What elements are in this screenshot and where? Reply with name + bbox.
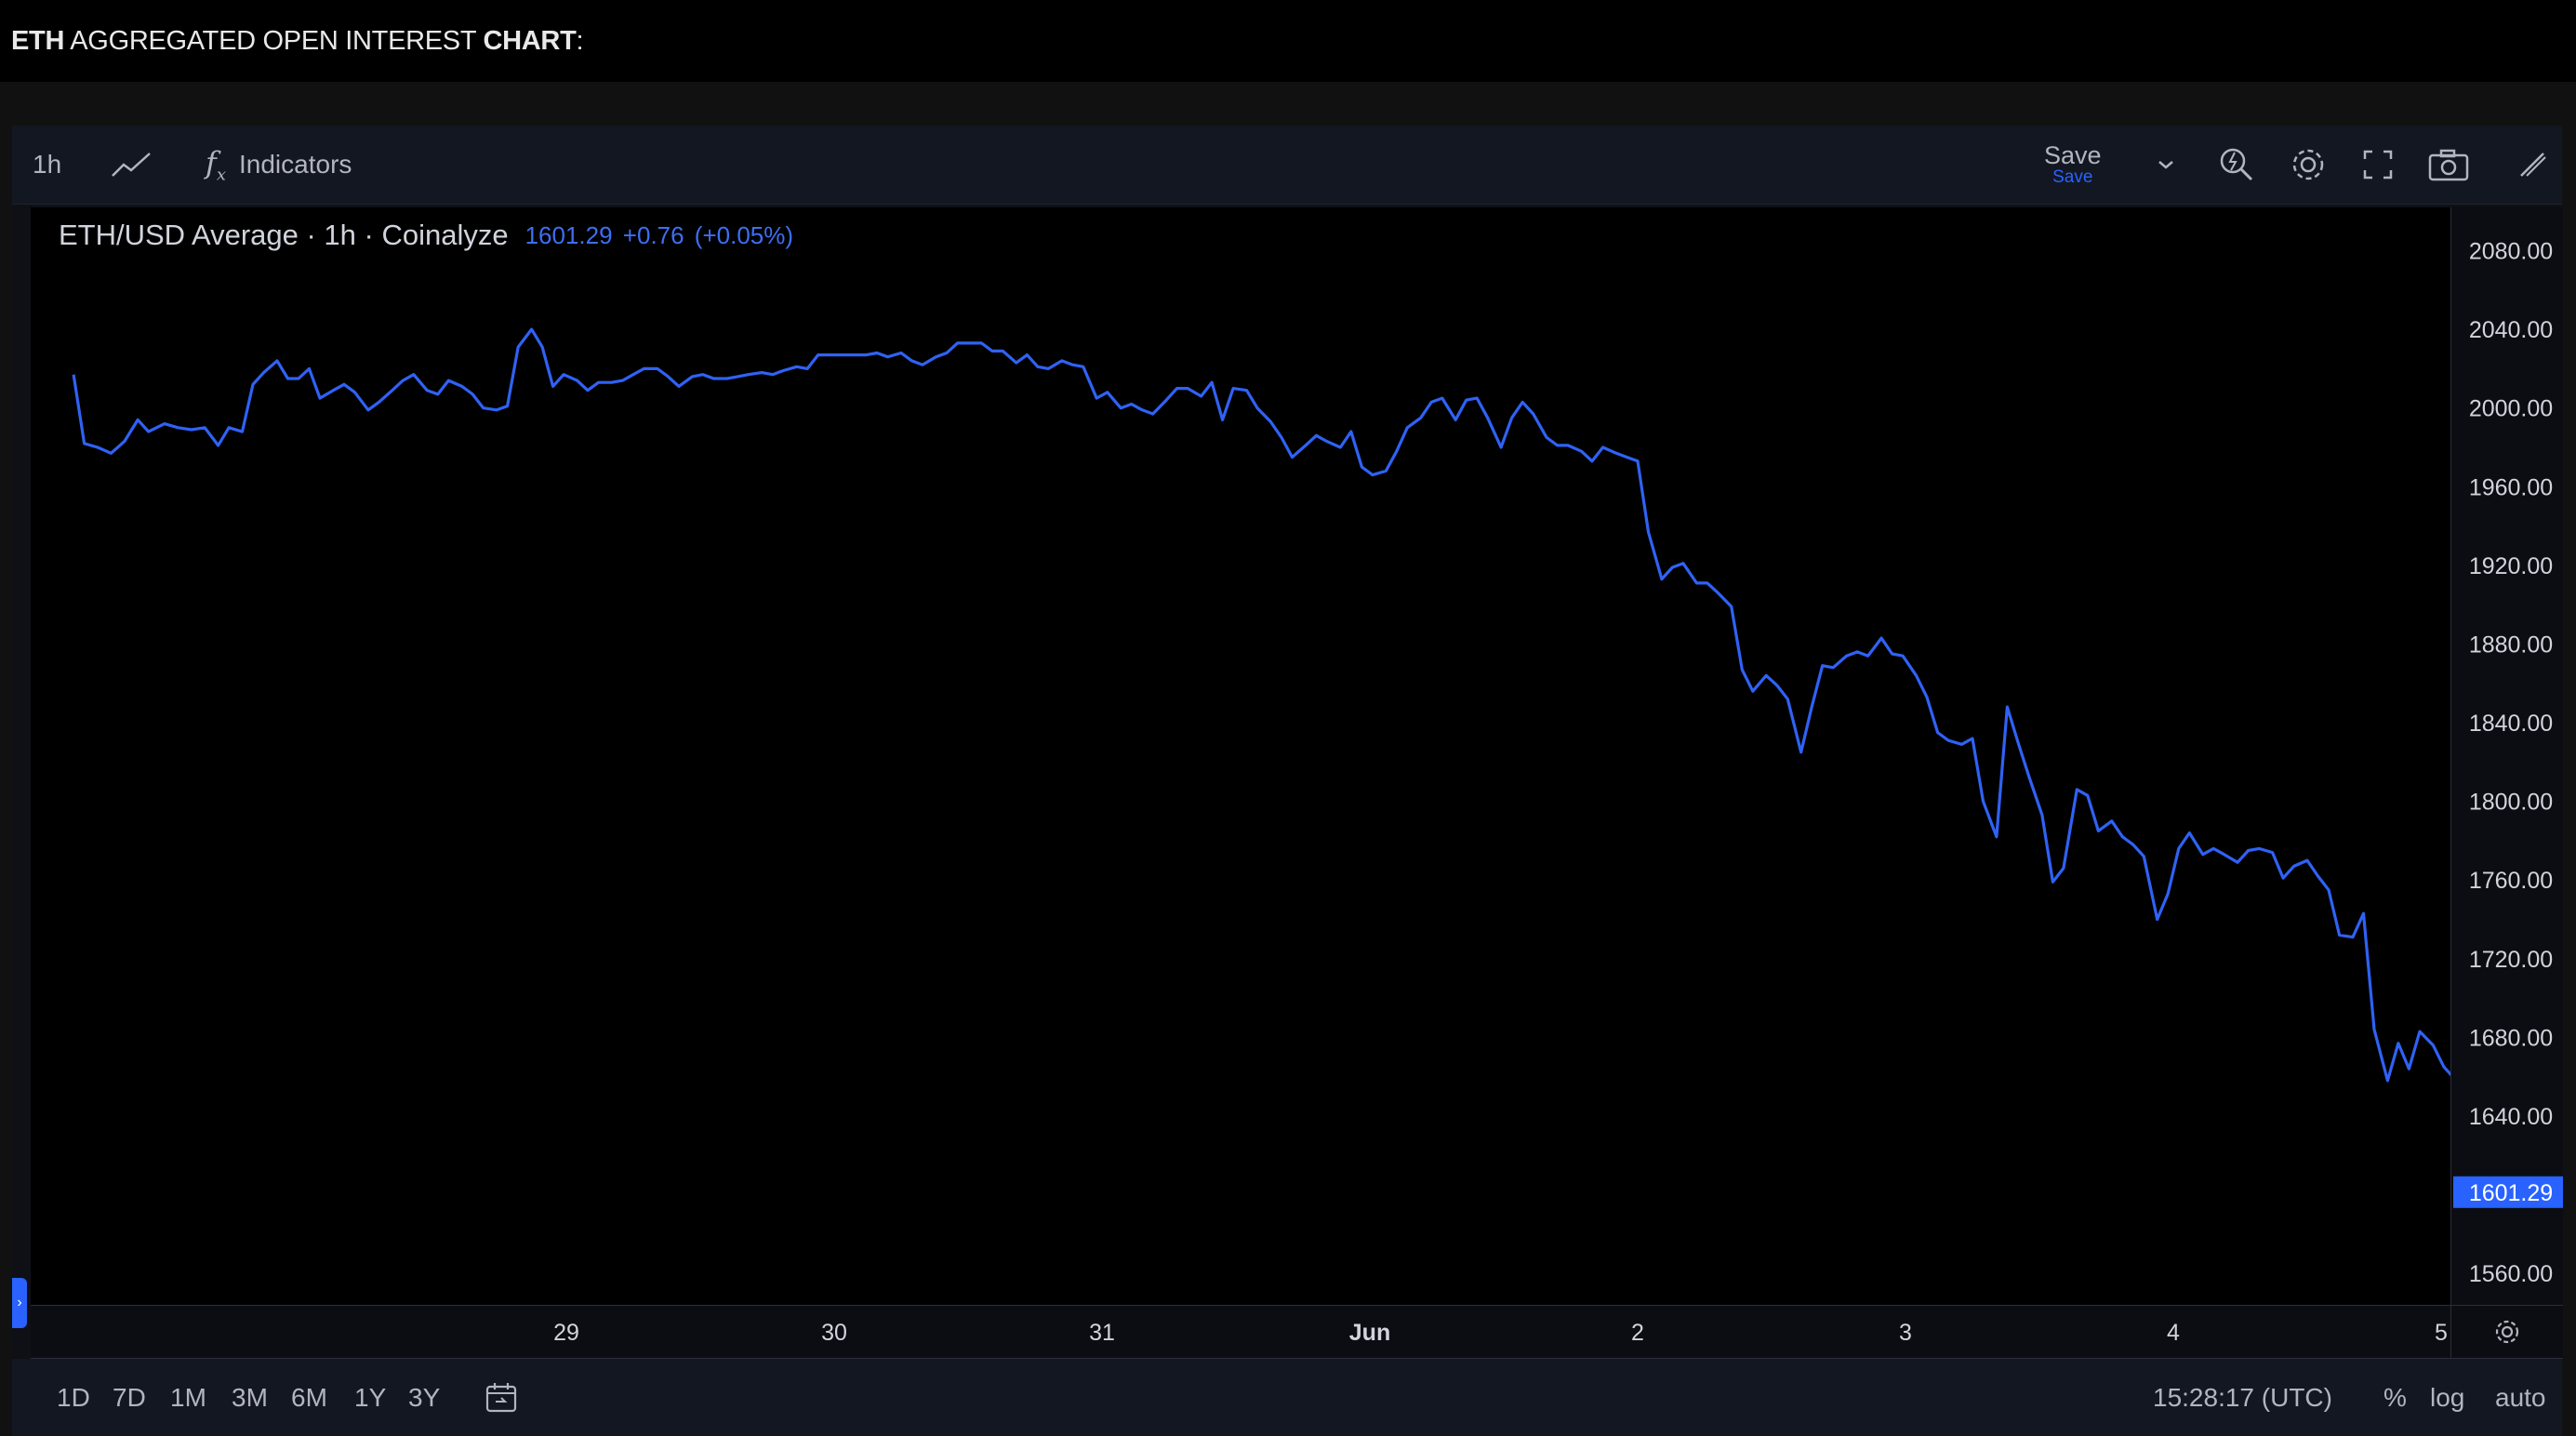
top-toolbar: 1h fx Indicators Save Save [12, 126, 2562, 205]
quick-search-icon [2220, 148, 2253, 181]
calendar-icon [485, 1382, 517, 1412]
x-tick-label: 29 [553, 1320, 579, 1346]
time-axis[interactable]: 293031Jun23456 [31, 1305, 2454, 1359]
interval-label: 1h [33, 150, 62, 179]
axis-settings-button[interactable] [2450, 1305, 2563, 1359]
x-tick-label: Jun [1349, 1320, 1390, 1346]
x-tick-label: 4 [2167, 1320, 2180, 1346]
range-label: 7D [113, 1382, 146, 1412]
auto-toggle[interactable]: auto [2495, 1359, 2546, 1436]
range-1m[interactable]: 1M [170, 1359, 206, 1436]
chart-legend: ETH/USD Average · 1h · Coinalyze 1601.29… [59, 217, 793, 254]
pencil-icon [2520, 153, 2546, 177]
x-tick-label: 30 [821, 1320, 847, 1346]
title-chart: CHART [483, 25, 577, 56]
clock-label: 15:28:17 (UTC) [2153, 1382, 2332, 1412]
y-tick-label: 1880.00 [2469, 632, 2553, 658]
side-panel-toggle[interactable]: › [12, 1278, 27, 1328]
screenshot-button[interactable] [2426, 126, 2471, 204]
legend-change: +0.76 (+0.05%) [622, 220, 794, 249]
chart-type-button[interactable] [109, 126, 155, 204]
fx-icon: fx [206, 144, 226, 185]
save-label: Save [2044, 141, 2102, 169]
save-sublabel: Save [2052, 167, 2093, 187]
auto-label: auto [2495, 1382, 2546, 1412]
page-header: ETH AGGREGATED OPEN INTEREST CHART: [0, 0, 2576, 82]
y-tick-label: 2000.00 [2469, 396, 2553, 422]
range-1d[interactable]: 1D [57, 1359, 90, 1436]
drawing-tools-button[interactable] [2514, 126, 2551, 204]
range-label: 6M [291, 1382, 327, 1412]
title-suffix: : [576, 25, 584, 56]
range-6m[interactable]: 6M [291, 1359, 327, 1436]
chart-widget: 1h fx Indicators Save Save [12, 126, 2563, 1436]
time-axis-labels: 293031Jun23456 [553, 1320, 2448, 1346]
range-7d[interactable]: 7D [113, 1359, 146, 1436]
gear-icon [2495, 1320, 2519, 1344]
y-tick-label: 1640.00 [2469, 1104, 2553, 1130]
range-label: 1D [57, 1382, 90, 1412]
price-line [72, 327, 2454, 1085]
gear-icon [2292, 149, 2324, 180]
save-button[interactable]: Save Save [2044, 126, 2102, 204]
fullscreen-icon [2363, 150, 2393, 180]
x-tick-label: 5 [2435, 1320, 2448, 1346]
range-3m[interactable]: 3M [232, 1359, 268, 1436]
chevron-right-icon: › [17, 1295, 22, 1310]
range-1y[interactable]: 1Y [354, 1359, 386, 1436]
title-eth: ETH [11, 25, 65, 56]
percent-toggle[interactable]: % [2383, 1359, 2407, 1436]
price-axis[interactable]: 2080.00 2040.00 2000.00 1960.00 1920.00 1880.… [2450, 207, 2563, 1305]
last-price-tag [2453, 1176, 2563, 1208]
last-price-label: 1601.29 [2469, 1180, 2553, 1206]
y-tick-label: 2080.00 [2469, 239, 2553, 265]
line-chart-icon [112, 153, 151, 177]
percent-label: % [2383, 1382, 2407, 1412]
title-middle: AGGREGATED OPEN INTEREST [64, 25, 484, 56]
quick-search-button[interactable] [2216, 126, 2257, 204]
y-tick-label: 1800.00 [2469, 790, 2553, 816]
indicators-label: Indicators [239, 150, 352, 179]
clock-display[interactable]: 15:28:17 (UTC) [2153, 1359, 2332, 1436]
indicators-button[interactable]: fx Indicators [206, 126, 352, 204]
legend-symbol: ETH/USD Average · 1h · Coinalyze [59, 219, 509, 251]
fullscreen-button[interactable] [2359, 126, 2397, 204]
x-tick-label: 3 [1899, 1320, 1912, 1346]
chevron-down-icon [2158, 161, 2173, 169]
legend-values: 1601.29 +0.76 (+0.05%) [525, 221, 793, 250]
range-3y[interactable]: 3Y [408, 1359, 440, 1436]
price-axis-labels: 2080.00 2040.00 2000.00 1960.00 1920.00 1880.… [2453, 239, 2563, 1287]
y-tick-label: 1680.00 [2469, 1025, 2553, 1051]
log-toggle[interactable]: log [2430, 1359, 2464, 1436]
legend-last-value: 1601.29 [524, 220, 613, 249]
settings-button[interactable] [2288, 126, 2329, 204]
save-dropdown[interactable] [2156, 126, 2176, 204]
camera-icon [2428, 149, 2469, 181]
interval-button[interactable]: 1h [33, 126, 61, 204]
go-to-date-button[interactable] [483, 1359, 520, 1436]
range-label: 3Y [408, 1382, 441, 1412]
x-tick-label: 2 [1631, 1320, 1644, 1346]
page-title: ETH AGGREGATED OPEN INTEREST CHART: [11, 25, 584, 57]
range-label: 1M [170, 1382, 206, 1412]
y-tick-label: 1960.00 [2469, 474, 2553, 500]
range-label: 1Y [354, 1382, 387, 1412]
y-tick-label: 1560.00 [2469, 1261, 2553, 1287]
log-label: log [2430, 1382, 2465, 1412]
y-tick-label: 1720.00 [2469, 947, 2553, 973]
chart-pane[interactable]: ETH/USD Average · 1h · Coinalyze 1601.29… [31, 207, 2454, 1411]
y-tick-label: 1840.00 [2469, 711, 2553, 737]
range-label: 3M [232, 1382, 268, 1412]
y-tick-label: 2040.00 [2469, 317, 2553, 343]
chart-plot [72, 327, 2454, 1085]
x-tick-label: 31 [1089, 1320, 1115, 1346]
y-tick-label: 1920.00 [2469, 553, 2553, 579]
y-tick-label: 1760.00 [2469, 868, 2553, 894]
bottom-toolbar: 1D 7D 1M 3M 6M 1Y 3Y 15:28:17 (UTC) % lo… [12, 1359, 2562, 1436]
